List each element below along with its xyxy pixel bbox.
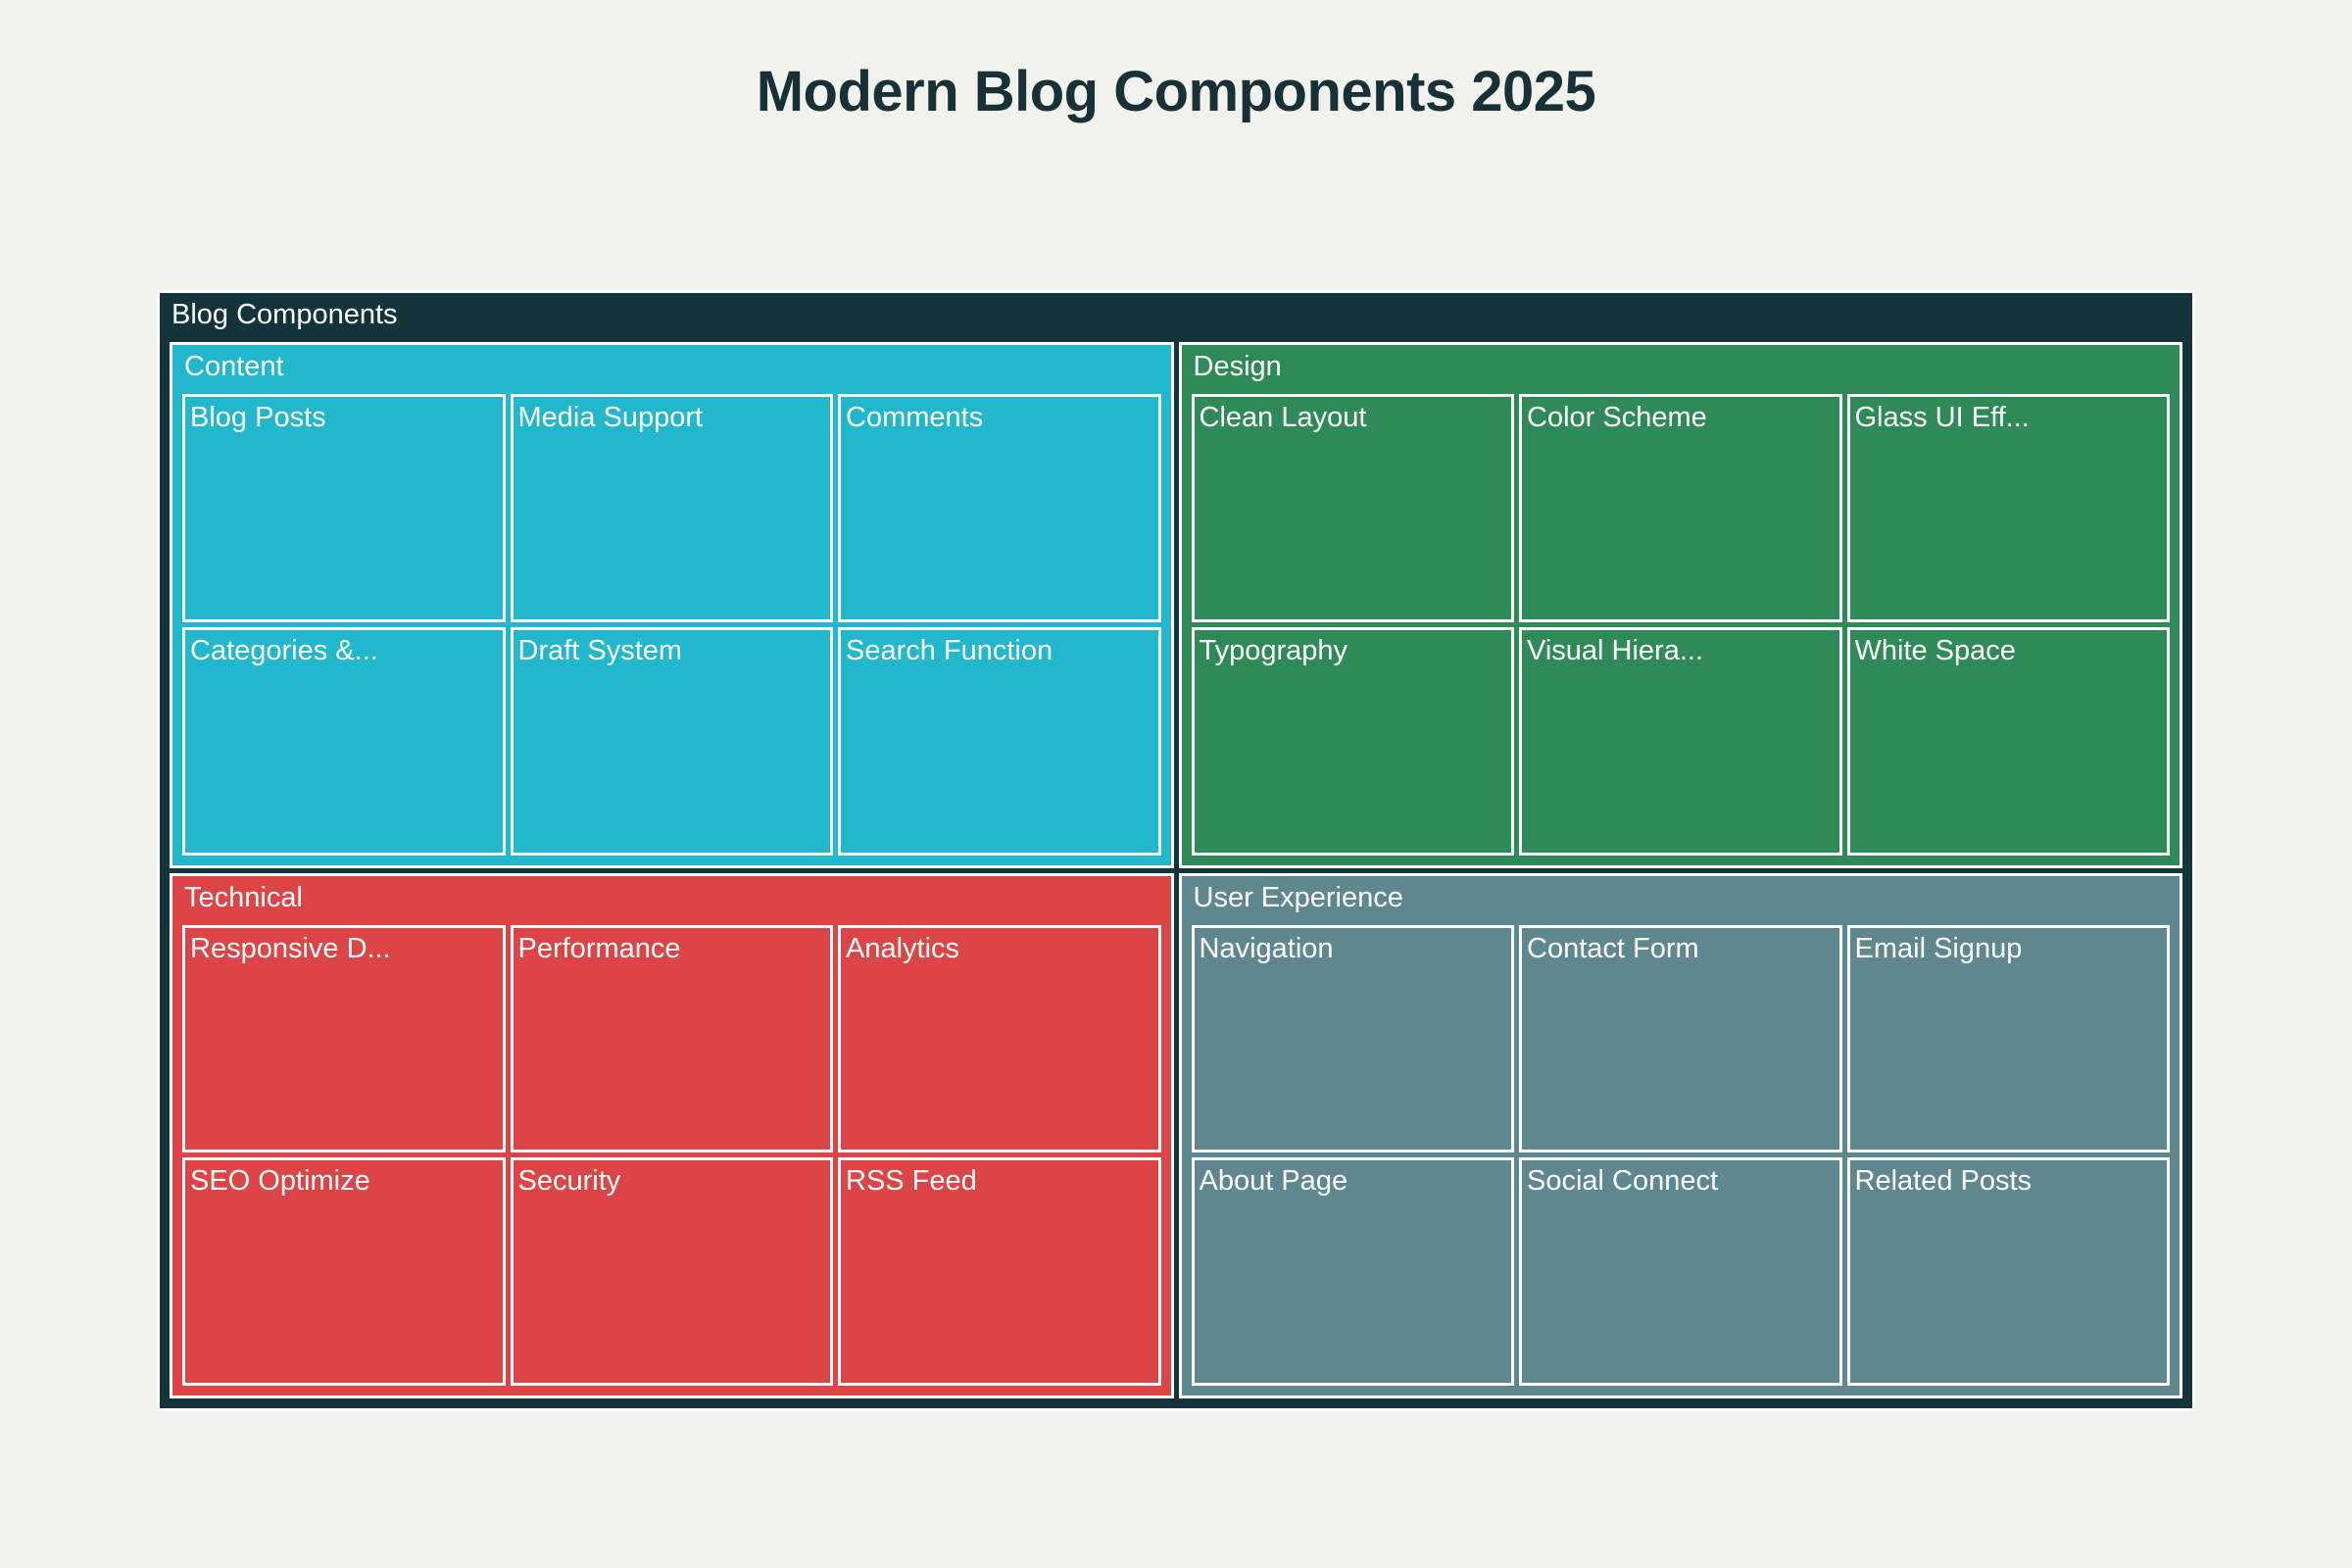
leaf-grid: Navigation Contact Form Email Signup About … <box>1191 924 2170 1386</box>
leaf-label: Clean Layout <box>1199 402 1367 433</box>
treemap-leaf[interactable]: Performance <box>510 924 833 1153</box>
leaf-label: White Space <box>1854 634 2016 666</box>
treemap-leaf[interactable]: Responsive D... <box>182 924 506 1153</box>
treemap-leaf[interactable]: Draft System <box>510 626 833 856</box>
leaf-label: Responsive D... <box>190 932 391 964</box>
treemap-leaf[interactable]: Security <box>510 1157 833 1386</box>
treemap-leaf[interactable]: Comments <box>838 394 1161 622</box>
leaf-label: SEO Optimize <box>190 1165 370 1198</box>
treemap-leaf[interactable]: Blog Posts <box>182 394 506 622</box>
leaf-label: Typography <box>1199 634 1348 666</box>
leaf-label: Social Connect <box>1527 1165 1719 1198</box>
leaf-label: Color Scheme <box>1527 402 1707 433</box>
treemap-leaf[interactable]: Glass UI Eff... <box>1846 394 2170 622</box>
treemap-leaf[interactable]: Typography <box>1191 626 1514 856</box>
group-user-experience[interactable]: User Experience Navigation Contact Form Ema… <box>1178 872 2182 1398</box>
treemap-leaf[interactable]: SEO Optimize <box>182 1157 506 1386</box>
group-label: User Experience <box>1193 881 1403 913</box>
treemap-leaf[interactable]: About Page <box>1191 1157 1514 1386</box>
treemap-leaf[interactable]: White Space <box>1846 626 2170 856</box>
leaf-label: Blog Posts <box>190 402 326 433</box>
leaf-grid: Blog Posts Media Support Comments Categorie… <box>182 394 1161 856</box>
treemap-leaf[interactable]: Email Signup <box>1846 924 2170 1153</box>
leaf-grid: Responsive D... Performance Analytics SEO O… <box>182 924 1161 1386</box>
leaf-label: Search Function <box>846 634 1054 666</box>
treemap-leaf[interactable]: Related Posts <box>1846 1157 2170 1386</box>
leaf-grid: Clean Layout Color Scheme Glass UI Eff... T… <box>1191 394 2170 856</box>
group-label: Technical <box>184 881 303 913</box>
treemap-leaf[interactable]: Social Connect <box>1519 1157 1842 1386</box>
group-design[interactable]: Design Clean Layout Color Scheme Glass UI E… <box>1178 342 2182 868</box>
group-technical[interactable]: Technical Responsive D... Performance Analy… <box>170 872 1174 1398</box>
leaf-label: Categories &... <box>190 634 378 666</box>
leaf-label: Glass UI Eff... <box>1854 402 2030 433</box>
treemap-leaf[interactable]: Visual Hiera... <box>1519 626 1842 856</box>
group-content[interactable]: Content Blog Posts Media Support Comments Ca… <box>170 342 1174 868</box>
leaf-label: Contact Form <box>1527 932 1699 964</box>
treemap-leaf[interactable]: Media Support <box>510 394 833 622</box>
leaf-label: Media Support <box>517 402 704 433</box>
treemap-leaf[interactable]: Categories &... <box>182 626 506 856</box>
leaf-label: Visual Hiera... <box>1527 634 1703 666</box>
leaf-label: RSS Feed <box>846 1165 977 1198</box>
treemap-leaf[interactable]: RSS Feed <box>838 1157 1161 1386</box>
leaf-label: Security <box>517 1165 621 1198</box>
treemap-leaf[interactable]: Search Function <box>838 626 1161 856</box>
treemap-leaf[interactable]: Clean Layout <box>1191 394 1514 622</box>
leaf-label: Draft System <box>517 634 683 666</box>
treemap-root[interactable]: Blog Components Content Blog Posts Media S… <box>157 290 2195 1411</box>
leaf-label: Analytics <box>846 932 960 964</box>
leaf-label: About Page <box>1199 1165 1348 1198</box>
leaf-label: Comments <box>846 402 984 433</box>
leaf-label: Email Signup <box>1854 932 2023 964</box>
group-label: Design <box>1193 351 1282 382</box>
root-label: Blog Components <box>172 299 398 330</box>
treemap-leaf[interactable]: Contact Form <box>1519 924 1842 1153</box>
leaf-label: Related Posts <box>1854 1165 2033 1198</box>
treemap-leaf[interactable]: Color Scheme <box>1519 394 1842 622</box>
treemap-leaf[interactable]: Navigation <box>1191 924 1514 1153</box>
chart-title: Modern Blog Components 2025 <box>756 60 1596 123</box>
treemap-leaf[interactable]: Analytics <box>838 924 1161 1153</box>
group-label: Content <box>184 351 284 382</box>
leaf-label: Performance <box>517 932 681 964</box>
leaf-label: Navigation <box>1199 932 1334 964</box>
